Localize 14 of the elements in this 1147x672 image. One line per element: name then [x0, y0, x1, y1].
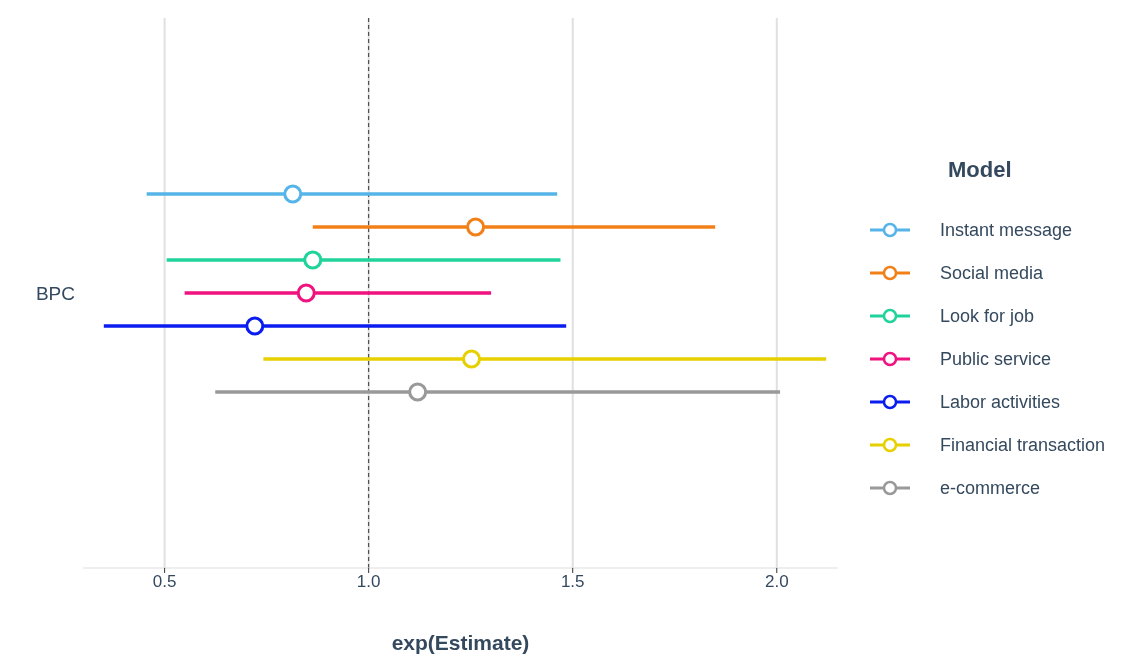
legend-label: Public service	[940, 348, 1052, 370]
x-tick-label: 0.5	[152, 572, 177, 592]
legend-label: Financial transaction	[940, 434, 1106, 456]
legend-label: Look for job	[940, 305, 1035, 327]
x-tick-label: 1.0	[356, 572, 381, 592]
legend-label: e-commerce	[940, 477, 1041, 499]
legend-label: Social media	[940, 262, 1044, 284]
legend-title: Model	[947, 156, 1013, 183]
legend-label: Labor activities	[940, 391, 1061, 413]
y-tick-label: BPC	[35, 282, 75, 304]
x-axis-title: exp(Estimate)	[391, 631, 530, 654]
legend-label: Instant message	[940, 219, 1073, 241]
x-tick-label: 1.5	[560, 572, 585, 592]
x-tick-label: 2.0	[764, 572, 789, 592]
